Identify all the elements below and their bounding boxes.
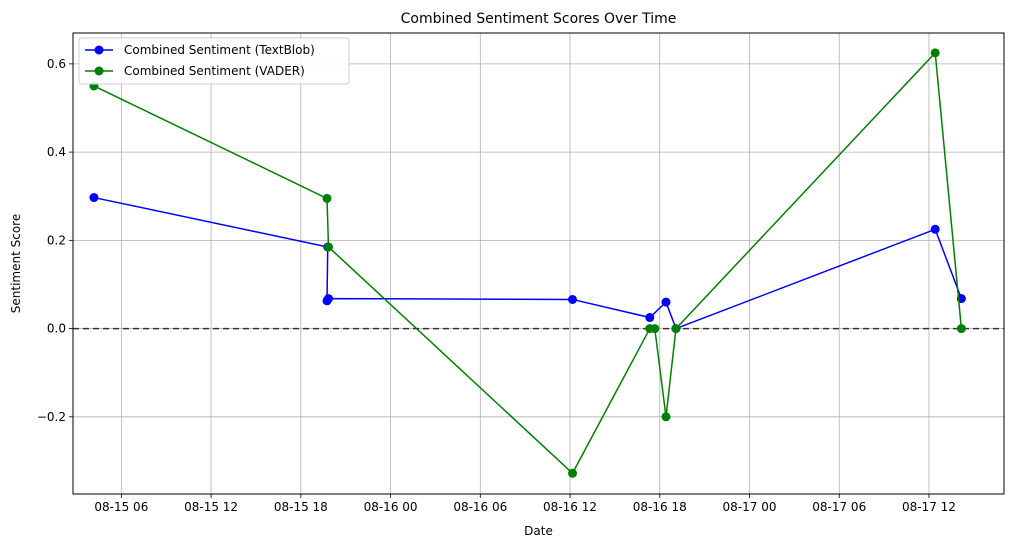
chart-title: Combined Sentiment Scores Over Time [401,11,677,27]
data-point-textblob [89,193,99,203]
x-tick-label: 08-15 18 [274,500,328,514]
y-axis-ticks: 0.6 0.4 0.2 0.0 −0.2 [37,57,73,424]
plot-frame [72,32,1005,495]
data-point-vader [322,193,332,203]
x-tick-label: 08-15 06 [94,500,148,514]
legend-marker-textblob [94,45,104,55]
legend-marker-vader [94,66,104,76]
data-point-vader [956,324,966,334]
x-tick-label: 08-17 00 [723,500,777,514]
data-point-vader [661,412,671,422]
y-tick-label: 0.6 [47,57,66,71]
y-tick-label: −0.2 [37,410,66,424]
y-tick-label: 0.4 [47,145,66,159]
data-point-vader [568,468,578,478]
legend: Combined Sentiment (TextBlob) Combined S… [78,37,350,85]
data-point-vader [930,48,940,58]
x-tick-label: 08-16 12 [543,500,597,514]
data-point-vader [650,324,660,334]
x-axis-label: Date [524,524,553,538]
data-point-textblob [930,224,940,234]
x-axis-ticks: 08-15 06 08-15 12 08-15 18 08-16 00 08-16 06… [94,494,956,514]
x-tick-label: 08-15 12 [184,500,238,514]
legend-label-vader: Combined Sentiment (VADER) [124,64,305,78]
x-tick-label: 08-16 18 [633,500,687,514]
data-point-textblob [323,294,333,304]
data-point-textblob [568,294,578,304]
legend-box [78,37,350,85]
x-tick-label: 08-16 00 [364,500,418,514]
y-tick-label: 0.0 [47,322,66,336]
data-point-vader [671,324,681,334]
data-point-textblob [661,297,671,307]
data-point-textblob [645,313,655,323]
x-tick-label: 08-16 06 [453,500,507,514]
y-tick-label: 0.2 [47,233,66,247]
data-point-vader [323,242,333,252]
y-axis-label: Sentiment Score [9,214,23,313]
series-group [89,48,966,478]
series-line-textblob [93,196,963,330]
x-tick-label: 08-17 12 [902,500,956,514]
x-tick-label: 08-17 06 [812,500,866,514]
legend-label-textblob: Combined Sentiment (TextBlob) [124,43,315,57]
